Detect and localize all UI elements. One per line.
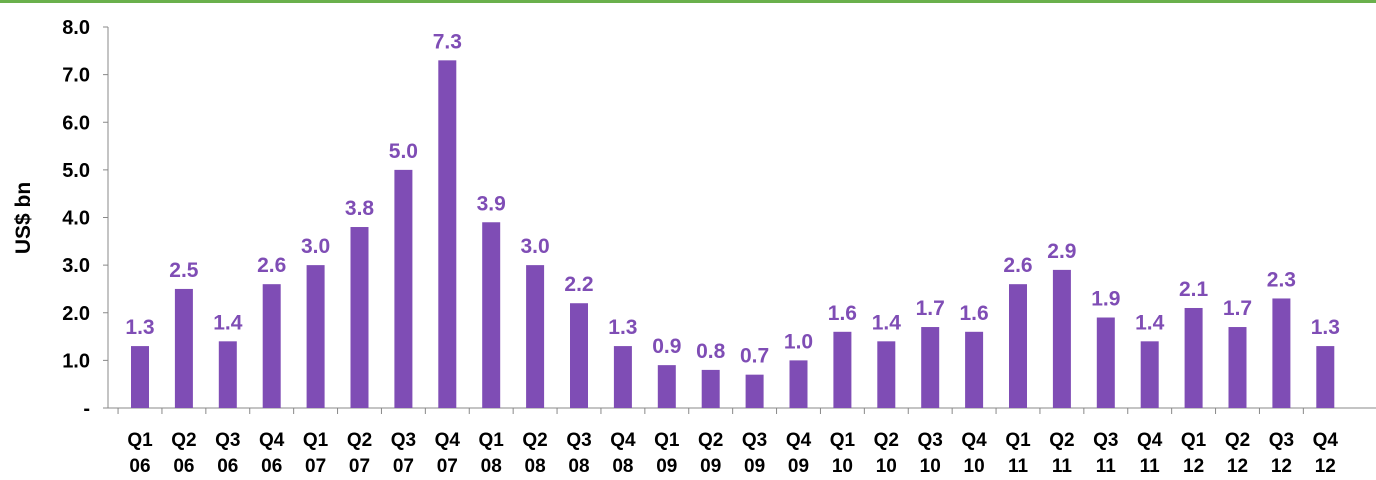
value-label: 2.1: [1179, 278, 1209, 301]
bar: [526, 265, 545, 408]
value-label: 1.6: [828, 302, 857, 325]
x-tick-label: Q1 09: [654, 430, 680, 477]
value-label: 2.9: [1047, 240, 1076, 263]
y-tick-label: 4.0: [62, 208, 90, 230]
bar: [921, 327, 940, 408]
bar: [131, 346, 149, 408]
x-tick-label: Q2 06: [171, 430, 196, 477]
x-tick-label: Q3 11: [1093, 430, 1118, 477]
bar: [262, 284, 281, 408]
x-tick-label: Q2 07: [347, 430, 372, 477]
x-tick-label: Q1 11: [1005, 430, 1031, 477]
x-tick-label: Q4 06: [259, 430, 285, 477]
value-label: 2.3: [1267, 268, 1296, 291]
x-tick-label: Q1 12: [1181, 430, 1207, 477]
bar: [965, 331, 984, 408]
x-tick-label: Q1 08: [479, 430, 505, 477]
bar: [833, 331, 852, 408]
x-tick-label: Q2 09: [698, 430, 723, 477]
value-label: 1.3: [1311, 316, 1340, 339]
bar: [174, 288, 193, 408]
bar: [1140, 341, 1159, 408]
x-tick-label: Q3 06: [215, 430, 240, 477]
x-tick-label: Q4 10: [961, 430, 987, 477]
x-tick-label: Q4 12: [1313, 430, 1339, 477]
x-tick-label: Q3 10: [918, 430, 943, 477]
y-tick-label: 3.0: [62, 255, 90, 277]
bar: [657, 365, 676, 408]
x-tick-label: Q2 08: [522, 430, 547, 477]
value-label: 2.6: [1003, 254, 1032, 277]
x-tick-label: Q3 12: [1269, 430, 1294, 477]
bar: [1316, 346, 1335, 408]
value-label: 1.0: [784, 330, 813, 353]
bar: [745, 374, 764, 408]
value-label: 0.9: [652, 335, 681, 358]
value-label: 1.4: [1135, 311, 1165, 334]
y-tick-label: -: [83, 398, 90, 420]
x-tick-label: Q1 07: [303, 430, 329, 477]
x-tick-label: Q3 07: [391, 430, 416, 477]
value-label: 3.0: [520, 235, 549, 258]
x-tick-label: Q2 10: [874, 430, 899, 477]
bar: [613, 346, 632, 408]
bar: [482, 222, 501, 408]
x-tick-label: Q3 09: [742, 430, 767, 477]
y-axis-title: US$ bn: [12, 182, 35, 254]
bar: [306, 265, 325, 408]
y-tick-label: 5.0: [62, 160, 90, 182]
value-label: 1.3: [608, 316, 637, 339]
value-label: 3.9: [477, 192, 506, 215]
y-tick-label: 1.0: [62, 350, 90, 372]
value-label: 1.7: [916, 297, 945, 320]
bar: [789, 360, 808, 408]
bar: [438, 60, 457, 409]
bar: [1184, 307, 1203, 408]
value-label: 5.0: [389, 140, 418, 163]
value-label: 1.4: [213, 311, 243, 334]
x-tick-label: Q4 07: [435, 430, 461, 477]
x-tick-label: Q2 12: [1225, 430, 1250, 477]
value-label: 1.9: [1091, 288, 1120, 311]
bar: [1009, 284, 1027, 408]
value-label: 0.8: [696, 340, 726, 363]
bar: [350, 227, 369, 408]
value-label: 1.4: [872, 311, 902, 334]
y-tick-label: 2.0: [62, 303, 90, 325]
value-label: 3.0: [301, 235, 330, 258]
y-tick-label: 7.0: [62, 65, 90, 87]
bar: [570, 303, 588, 408]
top-border: [0, 0, 1376, 3]
value-label: 2.5: [169, 259, 199, 282]
bar: [877, 341, 896, 408]
x-tick-label: Q1 06: [127, 430, 153, 477]
bar: [1228, 327, 1247, 408]
bar: [394, 169, 413, 408]
value-label: 3.8: [345, 197, 375, 220]
value-label: 1.7: [1223, 297, 1252, 320]
value-label: 2.6: [257, 254, 286, 277]
x-tick-label: Q4 11: [1137, 430, 1163, 477]
x-tick-label: Q4 09: [786, 430, 812, 477]
x-tick-label: Q4 08: [610, 430, 636, 477]
bar: [1272, 298, 1291, 408]
value-label: 7.3: [433, 30, 462, 53]
x-tick-label: Q3 08: [566, 430, 591, 477]
value-label: 1.3: [125, 316, 154, 339]
x-tick-label: Q2 11: [1049, 430, 1074, 477]
x-tick-label: Q1 10: [830, 430, 856, 477]
value-label: 0.7: [740, 345, 769, 368]
y-tick-label: 6.0: [62, 112, 90, 134]
value-label: 2.2: [564, 273, 593, 296]
bar: [701, 369, 720, 408]
bar: [1052, 269, 1071, 408]
y-tick-label: 8.0: [62, 17, 90, 39]
bar: [1096, 317, 1115, 408]
bar: [218, 341, 237, 408]
value-label: 1.6: [959, 302, 988, 325]
